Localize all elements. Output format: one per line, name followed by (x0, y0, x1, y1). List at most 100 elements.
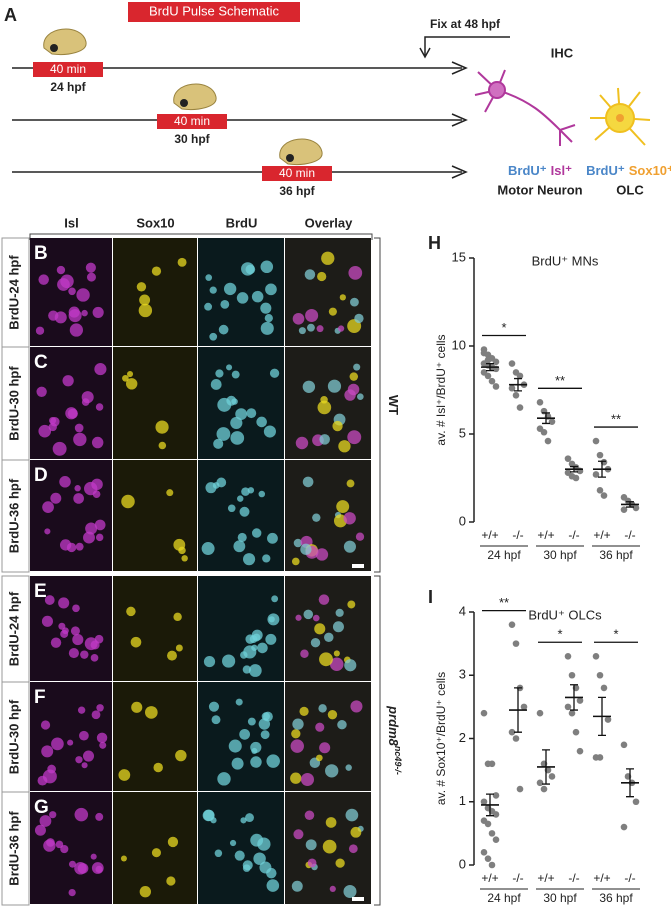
cell-blob (50, 492, 62, 504)
row-label: BrdU-24 hpf (6, 591, 21, 666)
cell-blob (345, 764, 352, 771)
micrograph (113, 576, 197, 681)
cell-blob (315, 722, 325, 732)
header-bracket (29, 233, 373, 240)
cell-blob (263, 711, 273, 722)
cell-blob (74, 862, 87, 875)
data-point (508, 360, 516, 367)
x-tick-label: -/- (512, 528, 523, 542)
panel-letter: G (34, 797, 49, 818)
pulse-time: 36 hpf (279, 184, 315, 198)
cell-blob (343, 884, 357, 899)
cell-blob (39, 815, 52, 827)
cell-blob (86, 272, 96, 282)
cell-blob (324, 632, 334, 643)
fix-arrow (424, 36, 510, 56)
cell-blob (325, 764, 339, 778)
cell-blob (336, 500, 350, 514)
cell-blob (95, 533, 104, 542)
cell-blob (293, 829, 304, 840)
group-label: 36 hpf (599, 891, 633, 905)
data-point (488, 760, 496, 768)
cell-blob (251, 644, 258, 651)
fix-arrow-head (419, 47, 431, 59)
cell-blob (44, 528, 51, 535)
cell-blob (350, 826, 362, 838)
cell-blob (75, 756, 83, 764)
cell-blob (241, 487, 250, 496)
embryo-icon (43, 28, 87, 55)
cell-blob (81, 391, 94, 404)
micrograph (30, 682, 112, 791)
group-label: 24 hpf (487, 891, 521, 905)
cell-blob (51, 737, 64, 751)
micrograph (285, 576, 371, 681)
x-tick-label: +/+ (481, 871, 498, 885)
cell-blob (317, 400, 332, 415)
cell-blob (166, 489, 174, 497)
cell-blob (91, 436, 104, 449)
cell-blob (205, 274, 213, 281)
row-label-box (1, 681, 30, 793)
cell-blob (267, 532, 278, 544)
cell-blob (248, 664, 262, 677)
cell-blob (250, 833, 264, 847)
x-tick-label: -/- (568, 528, 579, 542)
cell-blob (265, 283, 277, 296)
genotype-allele: nc49-/- (393, 746, 403, 775)
ihc-label: IHC (551, 45, 574, 60)
cell-blob (290, 739, 304, 753)
data-point (492, 792, 500, 799)
panel-letter: I (428, 587, 433, 607)
data-point (596, 487, 604, 494)
arrow-head (451, 113, 468, 127)
cell-blob (327, 379, 342, 393)
micrograph (198, 460, 284, 571)
cell-blob (177, 257, 187, 267)
cell-blob (335, 608, 344, 617)
cell-blob (353, 363, 361, 371)
micrograph-bg (30, 576, 112, 681)
data-point (596, 754, 604, 761)
title-box (128, 2, 300, 22)
cell-blob (300, 772, 315, 787)
micrograph-bg (113, 792, 197, 904)
cell-blob (94, 363, 107, 376)
group-label: 30 hpf (543, 548, 577, 562)
cell-blob (230, 431, 245, 445)
fix-label: Fix at 48 hpf (430, 17, 501, 31)
data-point (536, 399, 544, 406)
pulse-box (33, 62, 103, 77)
x-tick-label: -/- (624, 528, 635, 542)
data-point (536, 779, 544, 787)
cell-blob (242, 860, 253, 871)
micrograph (30, 460, 112, 571)
cell-blob (217, 772, 231, 786)
cell-blob (332, 420, 343, 432)
micrograph (285, 792, 371, 904)
cell-blob (223, 282, 237, 296)
cell-blob (94, 519, 106, 531)
micrograph-bg (113, 238, 197, 346)
cell-blob (84, 481, 98, 496)
data-point (540, 785, 548, 793)
data-point (488, 830, 496, 837)
cell-blob (251, 290, 264, 303)
cell-blob (235, 408, 248, 420)
cell-blob (243, 553, 256, 566)
cell-blob (139, 294, 151, 306)
cell-blob (291, 557, 300, 566)
cell-blob (258, 490, 266, 498)
micrograph-bg (285, 460, 371, 571)
cell-blob (343, 540, 356, 553)
cell-blob (54, 311, 67, 324)
cell-blob (260, 730, 270, 740)
group-bracket (374, 237, 381, 573)
cell-blob (79, 730, 89, 741)
cell-blob (325, 817, 337, 828)
cell-blob (337, 325, 345, 332)
cell-blob (316, 325, 324, 333)
cell-blob (90, 640, 100, 650)
cell-blob (68, 648, 79, 659)
cell-blob (222, 654, 236, 668)
